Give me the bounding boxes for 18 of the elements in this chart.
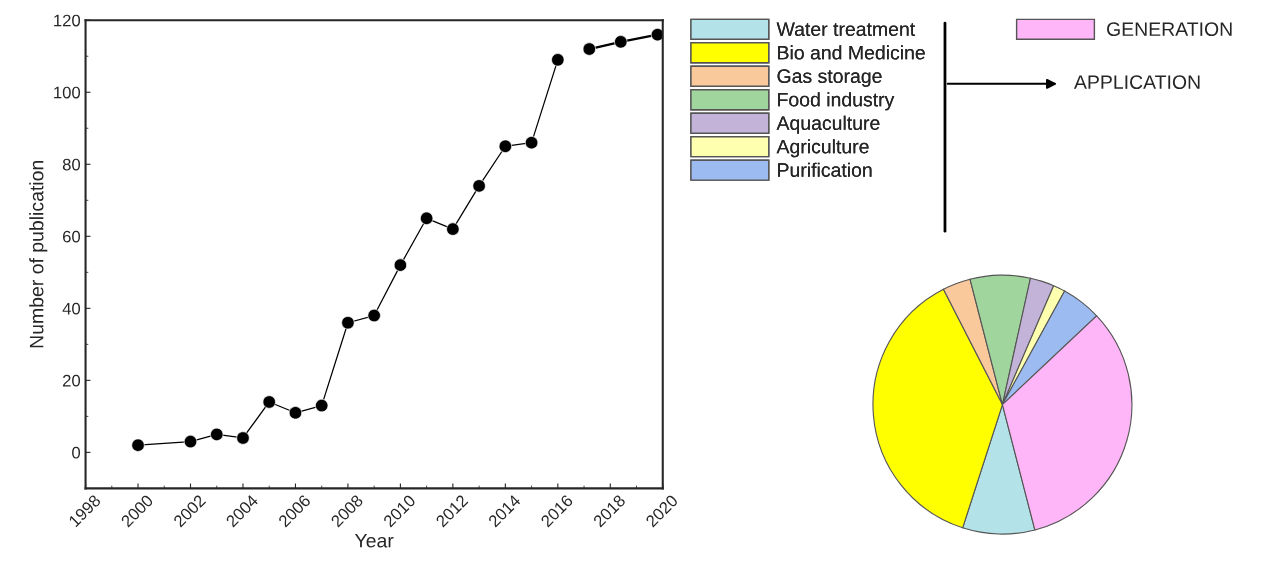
y-tick-label: 100: [54, 86, 81, 99]
y-tick-label: 80: [62, 158, 81, 171]
legend-label: Aquaculture: [776, 115, 880, 134]
legend-label: Purification: [778, 162, 872, 177]
legend-label: Gas storage: [777, 69, 882, 87]
legend-label: Bio and Medicine: [778, 45, 925, 60]
y-tick-label: 20: [63, 374, 81, 387]
y-tick-label: 60: [63, 230, 81, 243]
legend-label: Water treatment: [776, 22, 916, 37]
y-tick-label: 40: [62, 302, 81, 315]
y-axis-title: Number of publication: [29, 161, 48, 348]
y-tick-label: 120: [54, 14, 81, 27]
legend-label: GENERATION: [1107, 22, 1232, 37]
legend-label: Food industry: [778, 92, 895, 111]
text: APPLICATION: [1074, 75, 1200, 90]
x-axis-title: Year: [354, 533, 394, 548]
legend-label: Agriculture: [776, 139, 869, 158]
y-tick-label: 0: [72, 446, 81, 459]
